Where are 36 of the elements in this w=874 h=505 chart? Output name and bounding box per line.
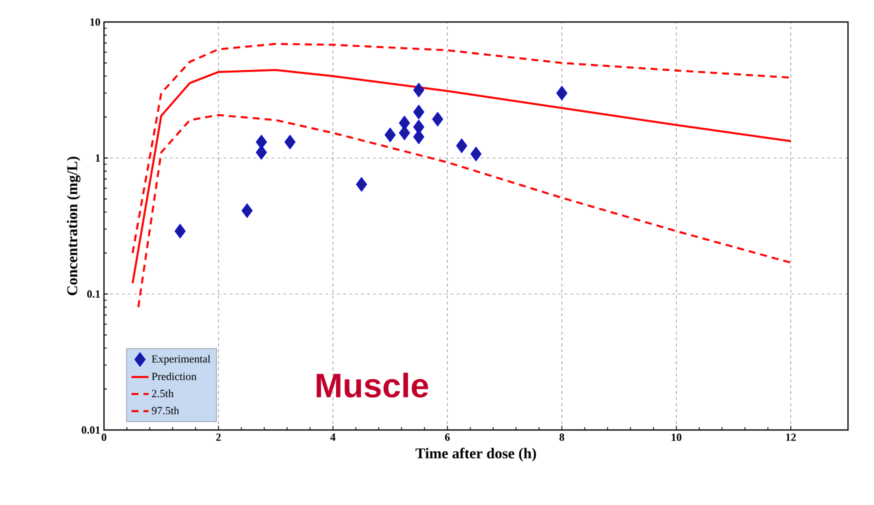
point bbox=[432, 112, 444, 126]
point bbox=[356, 177, 368, 192]
x-tick-label: 10 bbox=[672, 434, 682, 441]
legend-label: Prediction bbox=[152, 372, 196, 380]
legend-label: 97.5th bbox=[152, 406, 180, 414]
point bbox=[470, 146, 482, 162]
point bbox=[174, 224, 186, 238]
point bbox=[413, 82, 424, 98]
point bbox=[256, 134, 267, 150]
point bbox=[456, 138, 468, 154]
y-axis-title: Concentration (mg/L) bbox=[66, 156, 80, 296]
point bbox=[256, 145, 267, 160]
point bbox=[284, 134, 296, 150]
line-series bbox=[132, 42, 792, 254]
annotation: Muscle bbox=[316, 372, 428, 398]
point bbox=[242, 203, 253, 218]
point bbox=[384, 128, 396, 142]
point bbox=[556, 86, 568, 100]
x-tick-label: 6 bbox=[445, 434, 450, 441]
legend-label: 2.5th bbox=[152, 390, 174, 398]
y-tick-label: 1 bbox=[96, 154, 100, 162]
point bbox=[398, 126, 410, 140]
legend-label: Experimental bbox=[152, 354, 210, 365]
y-tick-label: 0.01 bbox=[82, 426, 100, 434]
x-tick-label: 12 bbox=[786, 434, 796, 441]
point bbox=[413, 104, 424, 120]
point bbox=[413, 130, 424, 144]
line-series bbox=[132, 68, 792, 284]
x-axis-title: Time after dose (h) bbox=[416, 448, 536, 462]
y-tick-label: 0.1 bbox=[87, 290, 100, 298]
x-tick-label: 0 bbox=[102, 434, 106, 441]
x-tick-label: 2 bbox=[216, 434, 221, 441]
line-series bbox=[137, 114, 792, 308]
y-tick-label: 10 bbox=[90, 18, 100, 26]
x-tick-label: 4 bbox=[330, 434, 336, 441]
x-tick-label: 8 bbox=[559, 434, 564, 441]
